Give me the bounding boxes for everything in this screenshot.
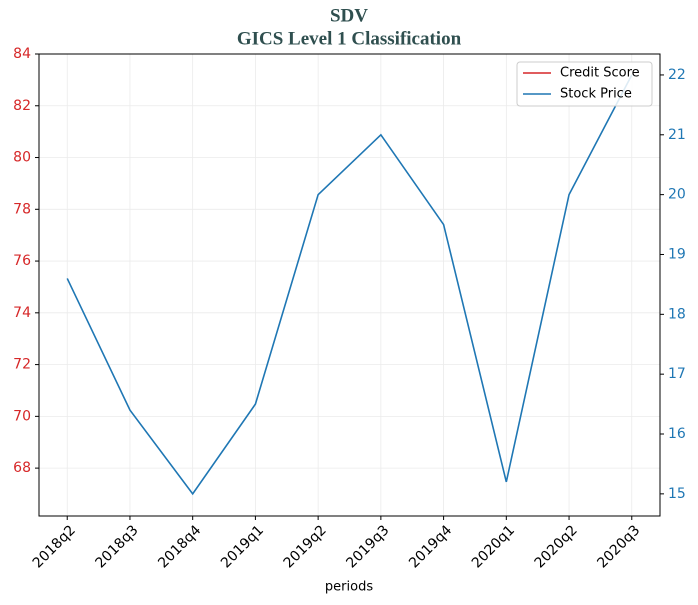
series-line — [66, 74, 633, 496]
legend-label: Credit Score — [560, 66, 640, 81]
y2-tick-label: 17 — [668, 366, 686, 382]
y2-tick-label: 18 — [668, 306, 686, 322]
y-tick-label: 72 — [13, 357, 31, 373]
x-tick-label: 2019q2 — [281, 522, 330, 571]
x-axis-label: periods — [325, 580, 373, 595]
x-tick-label: 2018q4 — [155, 522, 204, 571]
chart-title: SDV — [330, 5, 368, 26]
x-tick-label: 2019q4 — [406, 522, 455, 571]
y-tick-label: 70 — [13, 408, 31, 424]
x-tick-label: 2019q1 — [218, 522, 267, 571]
x-tick-label: 2020q2 — [532, 522, 581, 571]
x-tick-label: 2020q1 — [469, 522, 518, 571]
y2-tick-label: 22 — [668, 67, 686, 83]
y-tick-label: 80 — [13, 150, 31, 166]
x-tick-label: 2018q2 — [30, 522, 79, 571]
y2-tick-label: 20 — [668, 187, 686, 203]
legend-label: Stock Price — [560, 87, 632, 102]
x-tick-label: 2018q3 — [93, 522, 142, 571]
y-tick-label: 76 — [13, 253, 31, 269]
y2-tick-label: 21 — [668, 127, 686, 143]
x-tick-label: 2019q3 — [343, 522, 392, 571]
y-tick-label: 84 — [13, 46, 31, 62]
y2-tick-label: 19 — [668, 246, 686, 262]
y2-tick-label: 15 — [668, 486, 686, 502]
y2-tick-label: 16 — [668, 426, 686, 442]
plot-frame — [38, 53, 661, 517]
y-tick-label: 74 — [13, 305, 31, 321]
chart-subtitle: GICS Level 1 Classification — [237, 28, 462, 49]
y-tick-label: 68 — [13, 460, 31, 476]
x-tick-label: 2020q3 — [594, 522, 643, 571]
y-tick-label: 82 — [13, 98, 31, 114]
y-tick-label: 78 — [13, 201, 31, 217]
